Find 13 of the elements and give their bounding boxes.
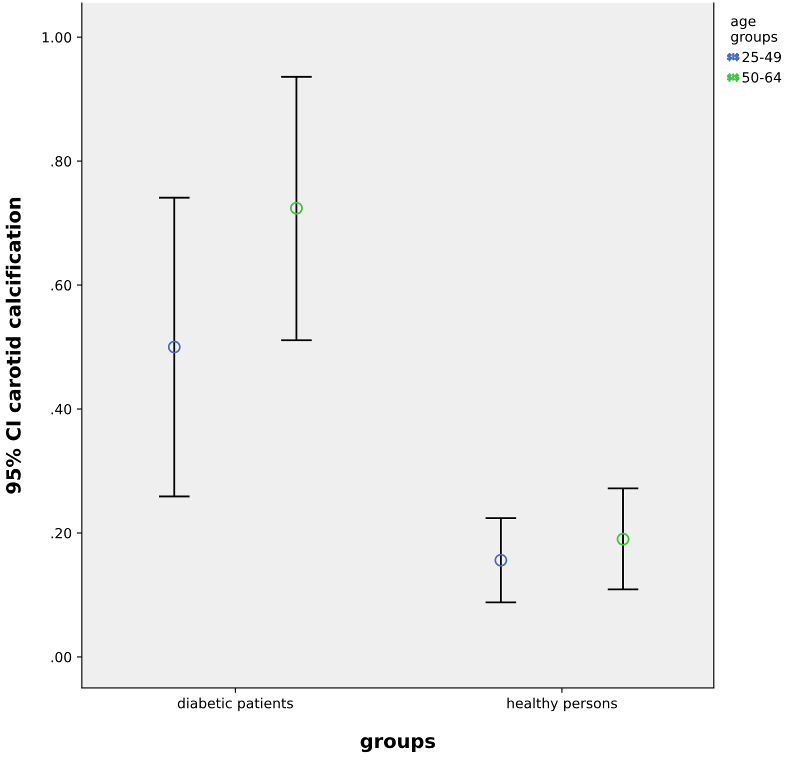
- y-tick-label: .20: [52, 528, 72, 538]
- legend-title: age groups: [731, 18, 778, 45]
- y-tick-label: .80: [52, 156, 72, 167]
- y-tick-label: 1.00: [42, 32, 72, 43]
- y-tick-label: .00: [52, 652, 72, 662]
- y-axis-title: 95% CI carotid calcification: [6, 198, 21, 494]
- legend-label: 50-64: [742, 72, 782, 83]
- legend-label: 25-49: [742, 52, 781, 62]
- y-tick-label: .40: [52, 404, 72, 414]
- x-tick-label: diabetic patients: [178, 698, 293, 712]
- x-tick-label: healthy persons: [507, 698, 617, 712]
- x-axis-title: groups: [360, 737, 436, 752]
- y-tick-label: .60: [52, 280, 72, 291]
